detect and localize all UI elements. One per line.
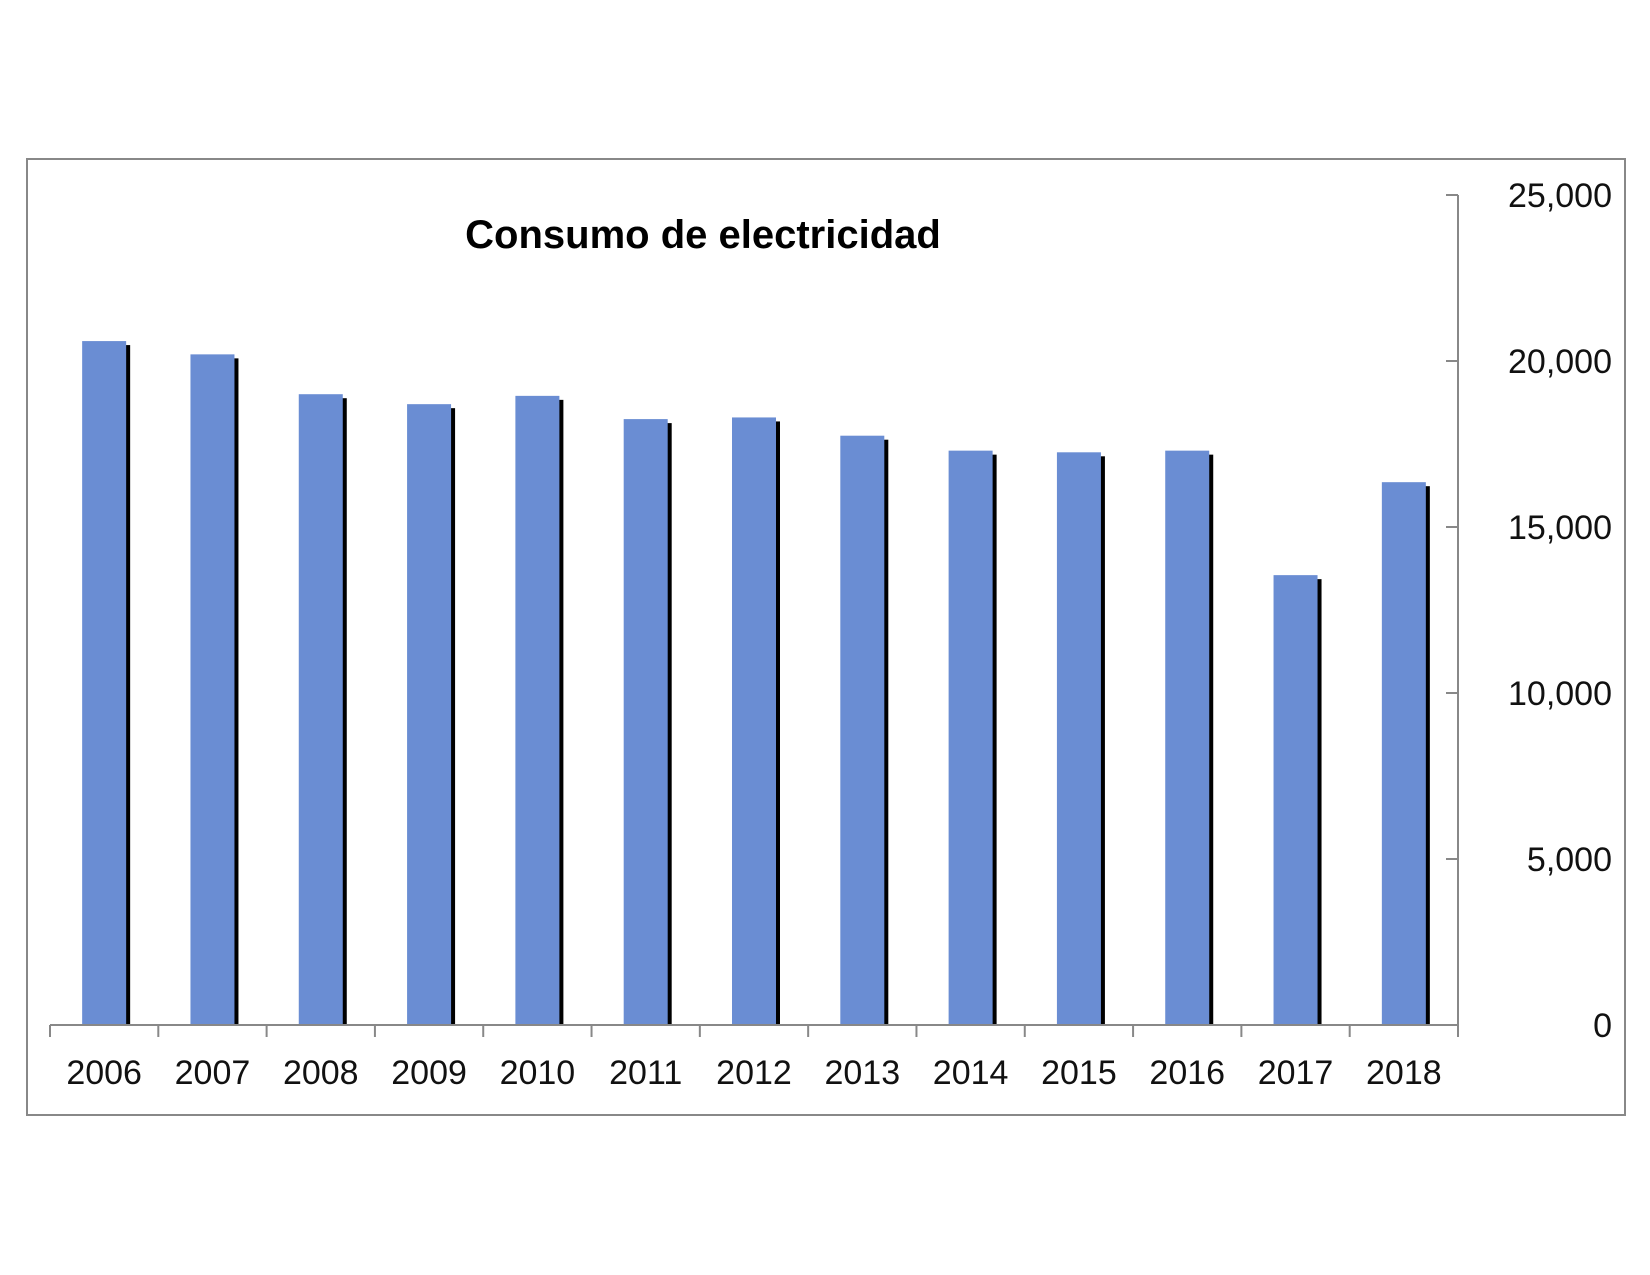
chart-title: Consumo de electricidad xyxy=(465,213,941,257)
x-tick-label: 2017 xyxy=(1258,1054,1334,1092)
bar xyxy=(82,341,127,1026)
x-tick-label: 2018 xyxy=(1366,1054,1442,1092)
x-tick-label: 2006 xyxy=(66,1054,142,1092)
bar xyxy=(732,417,776,1025)
bar xyxy=(1381,482,1426,1025)
bar xyxy=(407,404,452,1025)
axes-layer: 2006 2007 2008 2009 2010 2011 2012 2013 2014 2015… xyxy=(49,177,1612,1092)
y-tick-label: 15,000 xyxy=(1508,509,1612,547)
bar xyxy=(623,419,668,1026)
x-tick-label: 2009 xyxy=(391,1054,467,1092)
y-tick-label: 10,000 xyxy=(1508,675,1612,713)
x-tick-label: 2014 xyxy=(933,1054,1009,1092)
y-tick-label: 25,000 xyxy=(1508,177,1612,215)
y-tick-label: 20,000 xyxy=(1508,343,1612,381)
bar xyxy=(1056,452,1101,1025)
bar xyxy=(1165,450,1210,1025)
x-tick-label: 2008 xyxy=(283,1054,359,1092)
x-tick-label: 2011 xyxy=(609,1054,682,1092)
x-tick-label: 2010 xyxy=(500,1054,576,1092)
y-tick-label: 0 xyxy=(1593,1007,1612,1045)
x-tick-label: 2013 xyxy=(824,1054,900,1092)
bar xyxy=(1273,575,1318,1025)
bar xyxy=(298,394,343,1025)
x-tick-label: 2015 xyxy=(1041,1054,1117,1092)
bar xyxy=(515,395,560,1025)
bar xyxy=(840,435,885,1025)
x-tick-label: 2007 xyxy=(175,1054,251,1092)
chart-border xyxy=(26,158,1626,1116)
y-tick-label: 5,000 xyxy=(1527,841,1612,879)
x-tick-label: 2016 xyxy=(1149,1054,1225,1092)
x-tick-label: 2012 xyxy=(716,1054,792,1092)
bar xyxy=(190,354,235,1025)
bars-layer xyxy=(82,341,1430,1026)
bar xyxy=(948,450,993,1025)
